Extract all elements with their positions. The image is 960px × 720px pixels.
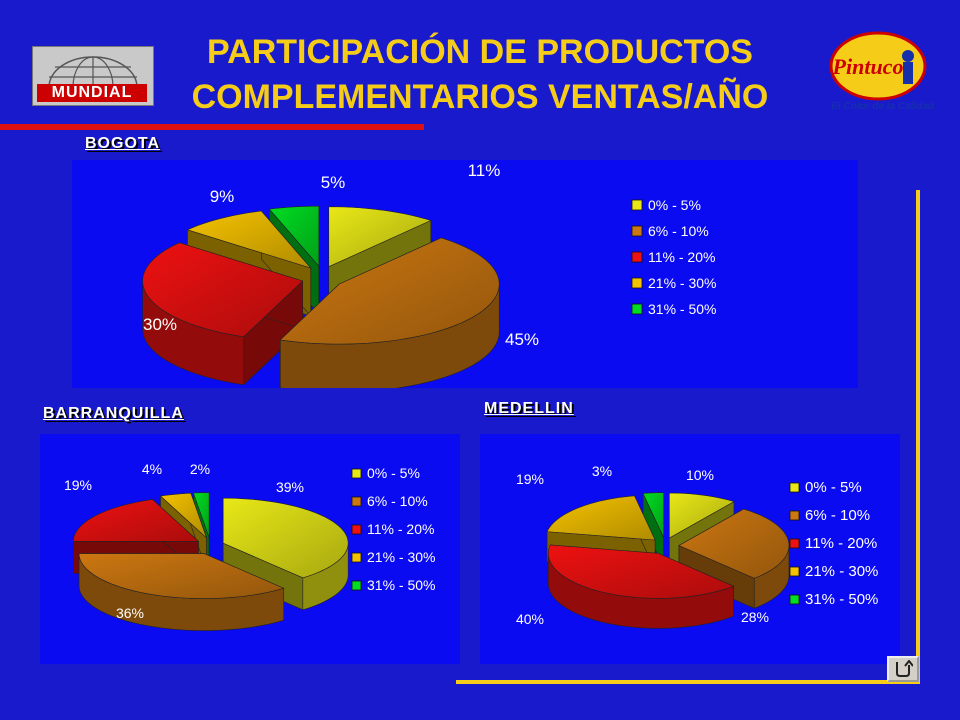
legend-label: 6% - 10% <box>367 493 428 509</box>
data-label: 3% <box>592 463 612 479</box>
chart-barranquilla: 39% 36% 19% 4% 2% 0% - 5% 6% - 10% 11% - 20% 21%… <box>64 461 435 631</box>
legend-swatch <box>631 225 643 237</box>
legend-label: 21% - 30% <box>648 275 716 291</box>
data-label: 36% <box>116 605 144 621</box>
legend-swatch <box>789 538 800 549</box>
legend-label: 31% - 50% <box>648 301 716 317</box>
back-button[interactable] <box>887 656 919 682</box>
legend-label: 11% - 20% <box>648 249 715 265</box>
data-label: 10% <box>686 467 714 483</box>
chart-title-barranquilla: BARRANQUILLA <box>43 405 184 422</box>
pie-slice-0 <box>222 497 349 611</box>
legend-swatch <box>631 251 643 263</box>
chart-panel-bogota: 11% 45% 30% 9% 5% 0% - 5% 6% - 10% 11% - 20% 21%… <box>72 160 858 388</box>
legend-label: 6% - 10% <box>648 223 709 239</box>
legend-label: 31% - 50% <box>805 591 878 608</box>
legend-swatch <box>351 524 362 535</box>
pintuco-logo-text: Pintuco <box>832 54 904 79</box>
chart-title-medellin: MEDELLIN <box>484 400 574 417</box>
accent-bar <box>0 124 424 130</box>
chart-panel-medellin: 10% 28% 40% 19% 3% 0% - 5% 6% - 10% 11% - 20% 21… <box>480 434 900 664</box>
page-title-line2: COMPLEMENTARIOS VENTAS/AÑO <box>191 78 769 116</box>
pie-slice-1 <box>78 553 285 631</box>
pie-slice-1 <box>279 237 500 388</box>
legend-swatch <box>351 496 362 507</box>
legend-label: 11% - 20% <box>805 535 877 552</box>
legend-swatch <box>789 510 800 521</box>
return-arrow-icon <box>896 660 913 677</box>
legend-label: 0% - 5% <box>367 465 420 481</box>
mundial-logo: MUNDIAL <box>32 46 154 118</box>
legend-swatch <box>351 580 362 591</box>
legend-label: 21% - 30% <box>367 549 435 565</box>
legend-label: 6% - 10% <box>805 507 870 524</box>
data-label: 2% <box>190 461 210 477</box>
chart-bogota: 11% 45% 30% 9% 5% 0% - 5% 6% - 10% 11% - 20% 21%… <box>142 161 716 388</box>
legend-swatch <box>789 566 800 577</box>
chart-title-bogota: BOGOTA <box>85 135 161 152</box>
data-label: 30% <box>143 315 177 334</box>
page-title: PARTICIPACIÓN DE PRODUCTOS COMPLEMENTARI… <box>140 30 820 120</box>
legend-swatch <box>631 277 643 289</box>
legend-swatch <box>351 468 362 479</box>
mundial-logo-text: MUNDIAL <box>37 84 147 102</box>
legend-label: 21% - 30% <box>805 563 878 580</box>
pintuco-logo: Pintuco <box>828 30 928 102</box>
data-label: 45% <box>505 330 539 349</box>
data-label: 11% <box>468 161 501 180</box>
legend-swatch <box>631 303 643 315</box>
data-label: 5% <box>321 173 346 192</box>
data-label: 4% <box>142 461 162 477</box>
frame-line-horizontal <box>456 680 920 684</box>
frame-line-vertical <box>916 190 920 684</box>
pie-slice-2 <box>142 242 304 386</box>
page-title-line1: PARTICIPACIÓN DE PRODUCTOS <box>207 33 753 71</box>
legend-label: 11% - 20% <box>367 521 434 537</box>
legend-swatch <box>351 552 362 563</box>
chart-panel-barranquilla: 39% 36% 19% 4% 2% 0% - 5% 6% - 10% 11% - 20% 21%… <box>40 434 460 664</box>
globe-icon <box>48 56 138 118</box>
data-label: 19% <box>516 471 544 487</box>
legend-label: 0% - 5% <box>648 197 701 213</box>
data-label: 39% <box>276 479 304 495</box>
data-label: 19% <box>64 477 92 493</box>
legend-swatch <box>789 594 800 605</box>
legend-label: 31% - 50% <box>367 577 435 593</box>
pintuco-tagline: El Color de la Calidad <box>831 101 934 112</box>
pie-slice-1 <box>678 508 790 609</box>
data-label: 28% <box>741 609 769 625</box>
data-label: 9% <box>210 187 235 206</box>
legend-label: 0% - 5% <box>805 479 862 496</box>
legend-swatch <box>631 199 643 211</box>
pie-slice-2 <box>547 544 735 629</box>
chart-medellin: 10% 28% 40% 19% 3% 0% - 5% 6% - 10% 11% - 20% 21… <box>516 463 878 629</box>
legend-swatch <box>789 482 800 493</box>
data-label: 40% <box>516 611 544 627</box>
